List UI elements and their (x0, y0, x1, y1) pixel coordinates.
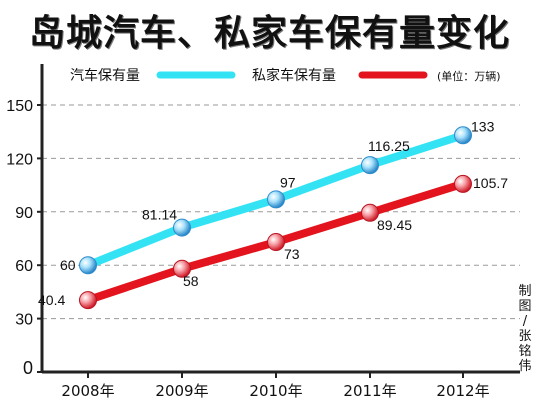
data-point (361, 156, 379, 175)
y-tick-label: 150 (6, 98, 33, 115)
credit-char: 制 (518, 284, 531, 299)
axes (40, 64, 520, 374)
data-label: 133 (471, 118, 495, 134)
x-tick-label: 2012年 (436, 382, 489, 400)
data-label: 81.14 (142, 207, 177, 223)
x-axis-ticks: 2008年 2009年 2010年 2011年 2012年 (61, 372, 490, 400)
data-point (173, 218, 191, 237)
data-point (454, 174, 472, 193)
credit-char: / (523, 314, 528, 329)
data-labels: 60 81.14 97 116.25 133 40.4 58 73 89.45 105.7 (38, 118, 508, 308)
legend-label: 私家车保有量 (252, 67, 336, 84)
legend-label: 汽车保有量 (70, 67, 140, 84)
y-tick-label: 0 (23, 358, 33, 378)
data-label: 58 (183, 273, 199, 289)
data-point (79, 256, 97, 275)
data-points (79, 126, 472, 310)
credit-char: 图 (518, 299, 531, 314)
credit-char: 伟 (518, 359, 531, 374)
data-point (267, 233, 285, 252)
data-label: 40.4 (38, 292, 65, 308)
data-label: 97 (280, 174, 296, 190)
credit: 制图/张铭伟 (518, 284, 531, 374)
y-tick-label: 30 (15, 312, 33, 329)
data-label: 60 (60, 257, 76, 273)
y-tick-label: 60 (15, 258, 33, 275)
data-point (454, 126, 472, 145)
data-label: 116.25 (368, 138, 410, 154)
credit-char: 铭 (518, 344, 531, 359)
data-point (79, 291, 97, 310)
data-label: 89.45 (377, 217, 412, 233)
x-tick-label: 2010年 (249, 382, 302, 400)
chart-title: 岛城汽车、私家车保有量变化 (28, 13, 510, 54)
x-tick-label: 2009年 (155, 382, 208, 400)
data-label: 73 (284, 246, 300, 262)
data-point (267, 190, 285, 209)
gridlines (42, 104, 520, 320)
x-tick-label: 2011年 (343, 382, 396, 400)
y-axis-ticks: 0 30 60 90 120 150 (6, 98, 42, 378)
credit-char: 张 (518, 329, 531, 344)
data-label: 105.7 (473, 175, 508, 191)
legend: 汽车保有量 私家车保有量 (70, 67, 428, 84)
data-point (361, 203, 379, 222)
data-point (173, 259, 191, 278)
y-tick-label: 90 (15, 205, 33, 222)
y-tick-label: 120 (6, 151, 33, 168)
x-tick-label: 2008年 (61, 382, 114, 400)
unit-note: (单位：万辆) (437, 69, 501, 83)
